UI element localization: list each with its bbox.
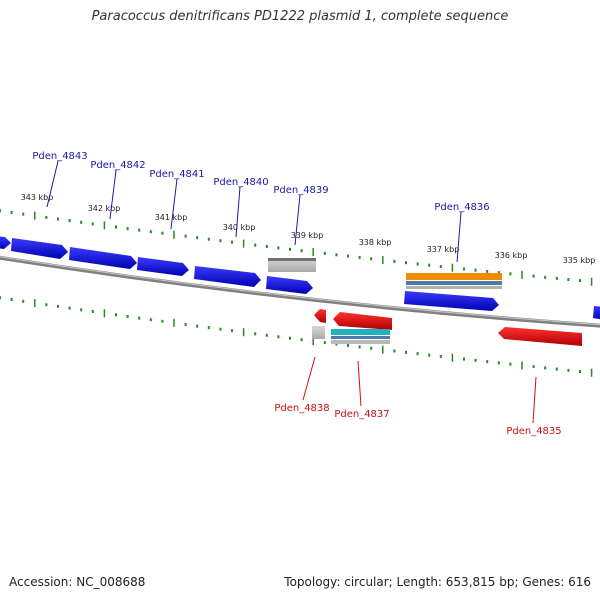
pseudogene-pden-4839[interactable] [268,258,316,272]
genome-backbone [0,255,600,328]
label-pden-4836[interactable]: Pden_4836 [434,202,489,213]
label-pden-4837[interactable]: Pden_4837 [334,409,389,420]
pseudogene-pden-4838[interactable] [312,326,325,339]
leader-pden-4837 [357,360,362,407]
feature-pden-4837-gray [331,340,390,344]
genome-backbone-highlight [0,256,600,326]
gene-arrow-pden-4834[interactable] [593,306,600,320]
label-pden-4843[interactable]: Pden_4843 [32,151,87,162]
scale-label: 338 kbp [359,238,392,247]
feature-pden-4836-orange[interactable] [406,273,502,280]
pseudogene-pden-4839-band [268,258,316,261]
feature-pden-4837-cyan[interactable] [331,329,390,335]
label-pden-4840[interactable]: Pden_4840 [213,177,268,188]
gene-arrow-pden-4839[interactable] [266,276,313,294]
scale-label: 337 kbp [427,245,460,254]
accession-text: Accession: NC_008688 [9,575,146,589]
reverse-genes [312,309,582,346]
scale-labels: 343 kbp 342 kbp 341 kbp 340 kbp 339 kbp 338 k… [21,193,596,265]
scale-label: 343 kbp [21,193,54,202]
leader-pden-4839 [294,194,301,246]
topology-summary: Topology: circular; Length: 653,815 bp; … [284,575,591,589]
leader-pden-4841 [170,178,178,230]
scale-label: 342 kbp [88,204,121,213]
leader-pden-4840 [235,186,241,238]
gene-arrow-pden-4838[interactable] [314,309,326,323]
gene-arrow-pden-4841[interactable] [137,257,189,276]
label-pden-4841[interactable]: Pden_4841 [149,169,204,180]
leader-pden-4843 [46,160,59,208]
feature-pden-4836-steel[interactable] [406,281,502,285]
label-pden-4842[interactable]: Pden_4842 [90,160,145,171]
gene-arrow-pden-4840[interactable] [194,266,261,287]
label-leaders [46,160,537,424]
leader-pden-4838 [302,356,316,401]
gene-arrow-pden-4844[interactable] [0,236,11,249]
gene-arrow-pden-4842[interactable] [69,247,137,269]
feature-pden-4837-steel [331,336,390,339]
label-pden-4838[interactable]: Pden_4838 [274,403,329,414]
leader-pden-4835 [532,376,537,424]
scale-label: 339 kbp [291,231,324,240]
scale-label: 336 kbp [495,251,528,260]
scale-label: 335 kbp [563,256,596,265]
gene-arrow-pden-4837[interactable] [333,312,392,330]
gene-labels: Pden_4843 Pden_4842 Pden_4841 Pden_4840 … [32,151,561,437]
leader-pden-4836 [456,211,462,263]
reverse-scale-ticks [0,296,593,377]
feature-pden-4836-gray [406,286,502,289]
gene-arrow-pden-4835[interactable] [498,327,582,346]
scale-label: 340 kbp [223,223,256,232]
gene-arrow-pden-4843[interactable] [11,238,68,259]
map-title: Paracoccus denitrificans PD1222 plasmid … [91,9,509,24]
leader-pden-4842 [109,169,117,220]
label-pden-4839[interactable]: Pden_4839 [273,185,328,196]
forward-scale-ticks [0,209,593,286]
forward-genes [0,236,600,320]
scale-label: 341 kbp [155,213,188,222]
gene-arrow-pden-4836[interactable] [404,291,499,311]
label-pden-4835[interactable]: Pden_4835 [506,426,561,437]
